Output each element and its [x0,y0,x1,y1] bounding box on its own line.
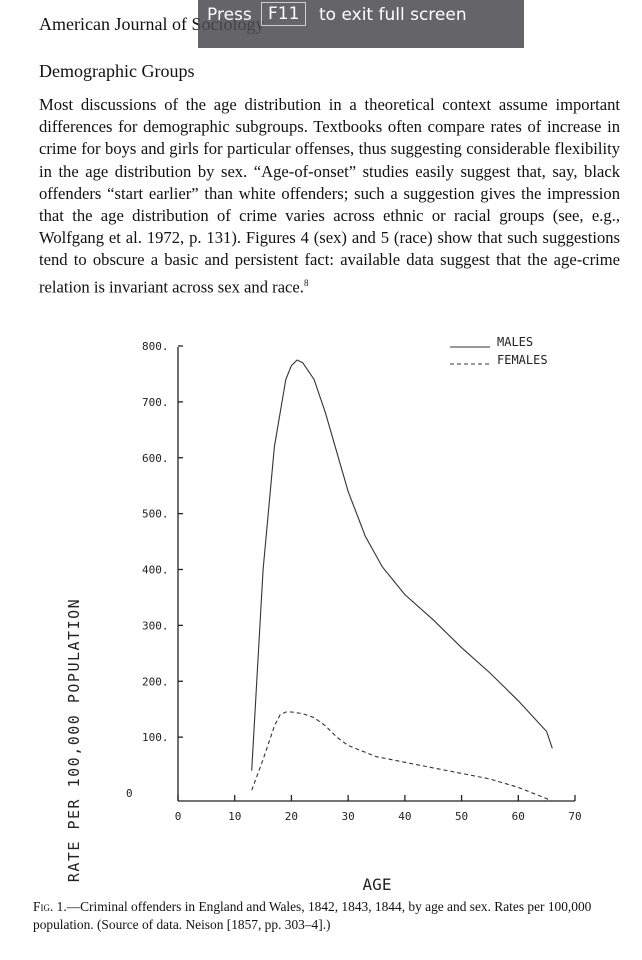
y-tick-label: 200. [142,675,169,688]
y-tick-label: 300. [142,619,169,632]
series-lines [251,359,553,802]
series-males-line [251,359,553,771]
y-tick-label: 600. [142,452,169,465]
y-tick-label: 500. [142,508,169,521]
legend: MALES FEMALES [450,335,548,367]
paragraph-text: Most discussions of the age distribution… [39,95,620,297]
y-tick-label: 700. [142,396,169,409]
footnote-mark: 8 [303,277,309,288]
x-tick-label: 30 [342,810,355,823]
y-tick-label: 400. [142,564,169,577]
axes [177,347,575,802]
y-tick-label: 800. [142,340,169,353]
y-ticks: 0 100. 200. 300. 400. 500. 600. 700. 800. [126,340,183,800]
y-axis-label: RATE PER 100,000 POPULATION [65,598,83,882]
section-heading: Demographic Groups [39,61,195,81]
caption-label: Fig. 1. [33,899,67,914]
figure-caption: Fig. 1.—Criminal offenders in England an… [33,898,618,934]
x-ticks: 0 10 20 30 40 50 60 70 [175,795,582,823]
y-tick-label: 100. [142,731,169,744]
x-axis-label: AGE [363,875,392,894]
body-paragraph: Most discussions of the age distribution… [39,94,620,298]
x-tick-label: 70 [568,810,581,823]
fullscreen-notice: Press F11 to exit full screen [198,0,524,48]
x-tick-label: 40 [398,810,411,823]
fullscreen-key: F11 [261,2,307,26]
y-tick-label: 0 [126,787,133,800]
x-tick-label: 50 [455,810,468,823]
x-tick-label: 10 [228,810,241,823]
x-tick-label: 20 [285,810,298,823]
legend-females-label: FEMALES [497,353,548,367]
x-tick-label: 60 [512,810,525,823]
x-tick-label: 0 [175,810,182,823]
series-females-line [251,711,553,802]
fullscreen-text: to exit full screen [319,5,467,25]
fullscreen-press: Press [207,5,252,25]
legend-males-label: MALES [497,335,533,349]
age-crime-chart: 0 100. 200. 300. 400. 500. 600. 700. 800. 0 10 20 3… [65,335,582,894]
caption-text: —Criminal offenders in England and Wales… [33,899,592,932]
